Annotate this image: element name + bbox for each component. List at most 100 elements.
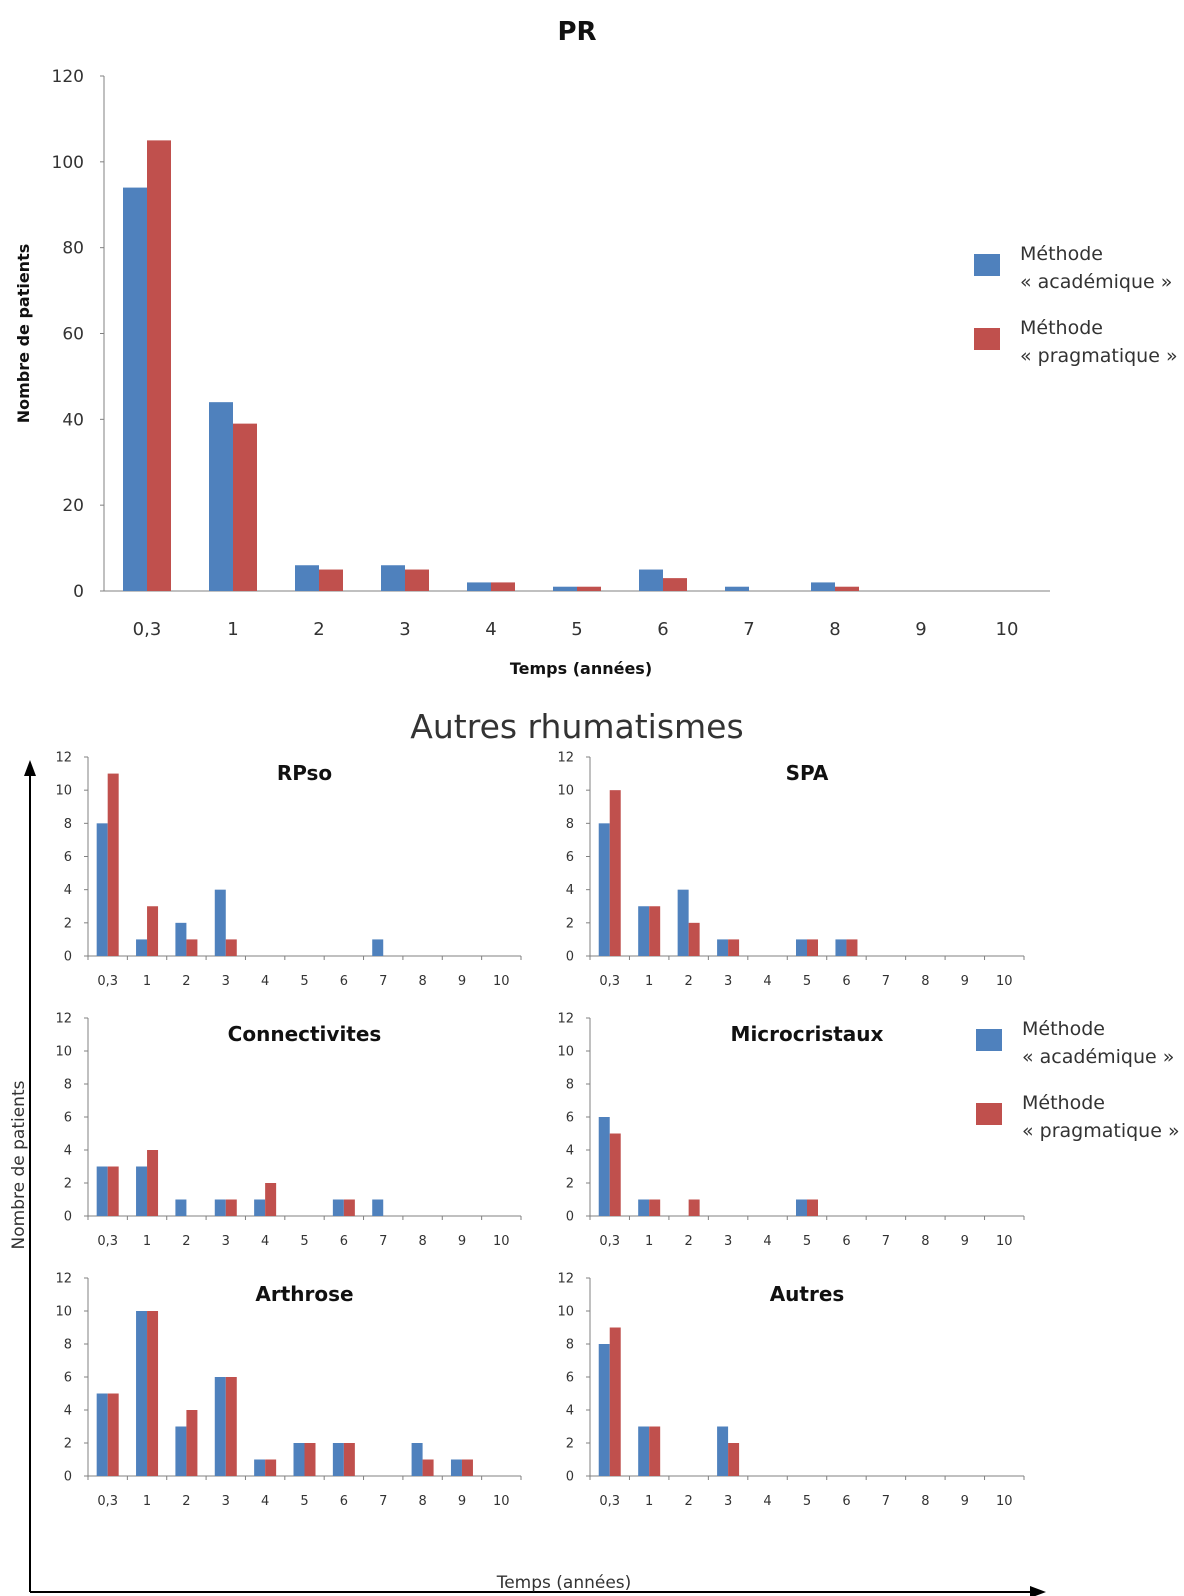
y-tick-label: 120 [52, 67, 84, 87]
bar-pragmatique [233, 423, 257, 591]
bar-academique [811, 582, 835, 591]
bar-academique [796, 939, 807, 956]
bar-academique [467, 582, 491, 591]
y-tick-label: 2 [64, 916, 72, 931]
bar-academique [639, 569, 663, 591]
bar-academique [638, 1199, 650, 1216]
x-tick-label: 7 [379, 974, 387, 989]
x-tick-label: 0,3 [97, 1234, 118, 1249]
y-tick-label: 4 [566, 883, 574, 898]
bar-pragmatique [343, 1443, 355, 1476]
x-tick-label: 10 [493, 1494, 510, 1509]
x-tick-label: 0,3 [599, 1494, 620, 1509]
x-tick-label: 6 [842, 974, 850, 989]
overall-y-label: Nombre de patients [9, 1080, 29, 1249]
x-tick-label: 6 [340, 974, 348, 989]
x-tick-label: 9 [458, 974, 466, 989]
x-tick-label: 0,3 [599, 974, 620, 989]
y-tick-label: 2 [566, 1437, 574, 1452]
bar-academique [214, 1377, 226, 1476]
y-tick-label: 12 [557, 1012, 574, 1027]
x-tick-label: 10 [996, 1234, 1013, 1249]
x-tick-label: 3 [222, 1234, 230, 1249]
bar-pragmatique [147, 1311, 159, 1476]
x-tick-label: 10 [493, 974, 510, 989]
chart-title: PR [557, 17, 596, 47]
y-tick-label: 12 [557, 751, 574, 766]
bar-academique [123, 187, 147, 592]
x-tick-label: 10 [493, 1234, 510, 1249]
x-tick-label: 3 [399, 619, 410, 640]
x-tick-label: 2 [313, 619, 324, 640]
x-tick-label: 5 [803, 1494, 811, 1509]
x-tick-label: 6 [340, 1234, 348, 1249]
bar-academique [96, 1393, 108, 1476]
y-tick-label: 2 [64, 1177, 72, 1192]
bar-academique [835, 939, 847, 956]
x-tick-label: 4 [763, 1234, 771, 1249]
x-tick-label: 5 [300, 1494, 308, 1509]
y-tick-label: 4 [64, 1404, 72, 1419]
x-tick-label: 8 [418, 1234, 426, 1249]
y-tick-label: 2 [566, 1177, 574, 1192]
bar-pragmatique [577, 586, 601, 591]
y-tick-label: 4 [64, 1144, 72, 1159]
bar-academique [717, 939, 729, 956]
bar-pragmatique [491, 582, 515, 591]
legend-item-academique: Méthode « académique » [974, 240, 1178, 296]
y-tick-label: 8 [64, 1338, 72, 1353]
bar-pragmatique [304, 1443, 316, 1476]
bar-academique [677, 889, 689, 956]
y-tick-label: 6 [566, 1111, 574, 1126]
bar-pragmatique [609, 1327, 621, 1476]
x-tick-label: 6 [842, 1494, 850, 1509]
x-tick-label: 1 [143, 1234, 151, 1249]
x-tick-label: 9 [961, 1234, 969, 1249]
legend-label: « pragmatique » [1020, 345, 1178, 367]
legend-autres-rhumatismes: Méthode « académique » Méthode « pragmat… [976, 1015, 1180, 1163]
legend-item-pragmatique: Méthode « pragmatique » [976, 1089, 1180, 1145]
bar-pragmatique [688, 1199, 700, 1216]
bar-pragmatique [663, 578, 687, 591]
x-tick-label: 2 [182, 974, 190, 989]
x-tick-label: 0,3 [599, 1234, 620, 1249]
bar-pragmatique [147, 906, 159, 956]
x-tick-label: 8 [418, 1494, 426, 1509]
bar-academique [136, 1166, 148, 1216]
x-axis-label: Temps (années) [510, 659, 652, 678]
y-tick-label: 0 [566, 950, 574, 965]
bar-pragmatique [649, 1199, 661, 1216]
x-tick-label: 7 [882, 1234, 890, 1249]
bar-pragmatique [186, 939, 198, 956]
legend-item-academique: Méthode « académique » [976, 1015, 1180, 1071]
y-tick-label: 80 [62, 239, 84, 259]
bar-pragmatique [846, 939, 858, 956]
bar-academique [372, 1199, 384, 1216]
x-tick-label: 3 [724, 974, 732, 989]
x-tick-label: 7 [379, 1234, 387, 1249]
chart-pr: PR 0 20 40 60 80 100 120 0,3 1 2 3 4 5 6 7 8 9 10 Temps (an… [14, 17, 1050, 678]
y-tick-label: 12 [55, 751, 72, 766]
bar-pragmatique [265, 1459, 277, 1476]
bar-academique [136, 1311, 148, 1476]
bar-academique [598, 1344, 610, 1476]
overall-x-arrowhead [1030, 1586, 1046, 1596]
x-tick-label: 6 [842, 1234, 850, 1249]
bar-academique [214, 889, 226, 956]
y-tick-label: 10 [557, 1305, 574, 1320]
chart-title: Microcristaux [731, 1022, 884, 1046]
x-tick-label: 0,3 [97, 974, 118, 989]
y-tick-label: 10 [557, 1045, 574, 1060]
y-tick-label: 60 [62, 324, 84, 344]
x-tick-label: 4 [261, 974, 269, 989]
y-tick-label: 12 [557, 1272, 574, 1287]
y-tick-label: 8 [566, 1338, 574, 1353]
bar-pragmatique [405, 569, 429, 591]
bar-academique [254, 1459, 266, 1476]
bar-academique [214, 1199, 226, 1216]
bar-pragmatique [807, 1199, 818, 1216]
bar-academique [209, 402, 233, 591]
